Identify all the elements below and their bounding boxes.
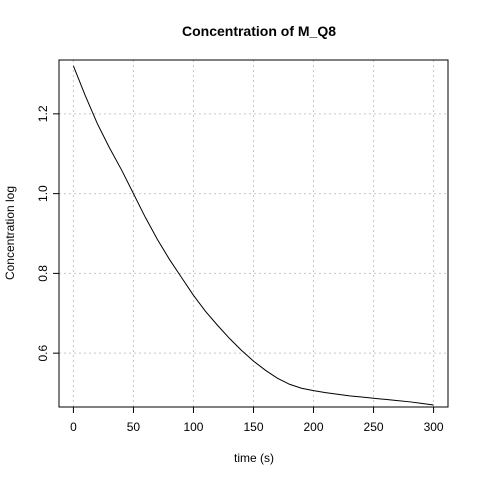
x-tick-label: 100 (183, 420, 203, 434)
x-tick-label: 50 (127, 420, 141, 434)
x-tick-label: 250 (364, 420, 384, 434)
y-tick-label: 0.6 (36, 344, 50, 361)
x-tick-label: 200 (304, 420, 324, 434)
chart-title: Concentration of M_Q8 (182, 23, 336, 39)
plot-frame (58, 59, 449, 408)
series-layer (72, 65, 434, 406)
series-line-0 (72, 65, 434, 406)
y-tick-label: 0.8 (36, 265, 50, 282)
x-tick-label: 300 (424, 420, 444, 434)
x-axis-label: time (s) (234, 451, 274, 465)
y-axis-label: Concentration log (3, 186, 17, 280)
x-axis: 0 50 100 150 200 250 300 (70, 407, 444, 434)
y-tick-label: 1.2 (36, 105, 50, 122)
grid (59, 60, 448, 407)
x-tick-label: 150 (243, 420, 263, 434)
y-axis: 0.6 0.8 1.0 1.2 (36, 105, 59, 361)
y-tick-label: 1.0 (36, 185, 50, 202)
x-tick-label: 0 (70, 420, 77, 434)
